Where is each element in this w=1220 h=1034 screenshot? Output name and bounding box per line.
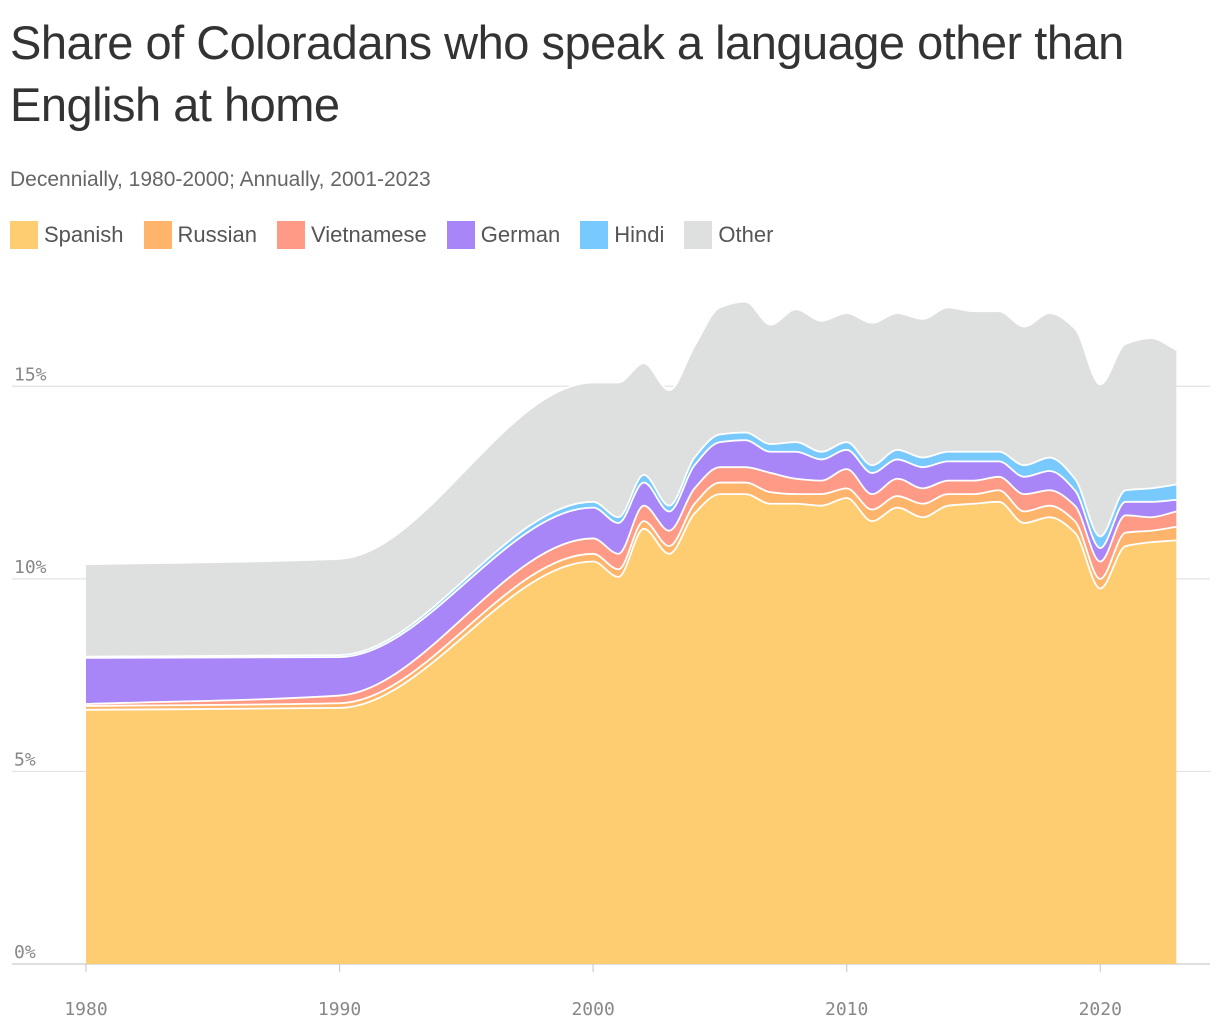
- legend-item-vietnamese: Vietnamese: [277, 221, 427, 249]
- area-boundaries: [85, 300, 1177, 711]
- area-edge-spanish: [85, 493, 1177, 711]
- x-axis: 1980 1990 2000 2010 2020: [64, 964, 1122, 1020]
- area-edge-german: [85, 439, 1177, 659]
- y-tick-label: 15%: [14, 364, 47, 385]
- legend-label-other: Other: [718, 222, 774, 247]
- area-edge-other: [85, 300, 1177, 566]
- area-edge-russian: [85, 481, 1177, 707]
- area-layers: [86, 301, 1177, 964]
- x-tick-label: 2010: [825, 999, 868, 1020]
- y-tick-label: 0%: [14, 942, 36, 963]
- x-tick-label: 1990: [318, 999, 361, 1020]
- legend: Spanish Russian Vietnamese German Hindi Other: [10, 221, 793, 249]
- legend-label-german: German: [480, 222, 561, 247]
- y-tick-label: 5%: [14, 749, 36, 770]
- y-axis: 0% 5% 10% 15%: [14, 364, 47, 963]
- legend-swatch-hindi: [580, 221, 609, 249]
- y-tick-label: 10%: [14, 557, 47, 578]
- legend-item-other: Other: [684, 221, 773, 249]
- area-spanish: [86, 494, 1177, 964]
- legend-swatch-spanish: [10, 221, 38, 249]
- legend-swatch-other: [684, 221, 713, 249]
- chart-subtitle: Decennially, 1980-2000; Annually, 2001-2…: [10, 168, 431, 191]
- area-edge-vietnamese: [85, 466, 1177, 705]
- legend-swatch-vietnamese: [277, 221, 305, 249]
- area-edge-hindi: [85, 431, 1177, 658]
- legend-label-vietnamese: Vietnamese: [311, 222, 427, 247]
- x-tick-label: 2000: [571, 999, 614, 1020]
- legend-item-german: German: [446, 221, 561, 249]
- legend-label-russian: Russian: [177, 222, 257, 247]
- chart-title: Share of Coloradans who speak a language…: [10, 16, 1124, 131]
- legend-swatch-german: [446, 221, 475, 249]
- x-tick-label: 2020: [1079, 999, 1122, 1020]
- legend-item-spanish: Spanish: [10, 221, 124, 249]
- legend-swatch-russian: [143, 221, 172, 249]
- x-tick-label: 1980: [64, 999, 107, 1020]
- legend-item-russian: Russian: [143, 221, 257, 249]
- legend-label-spanish: Spanish: [44, 222, 124, 247]
- area-german: [86, 440, 1177, 705]
- legend-item-hindi: Hindi: [580, 221, 664, 249]
- legend-label-hindi: Hindi: [614, 222, 665, 247]
- area-other: [86, 301, 1177, 657]
